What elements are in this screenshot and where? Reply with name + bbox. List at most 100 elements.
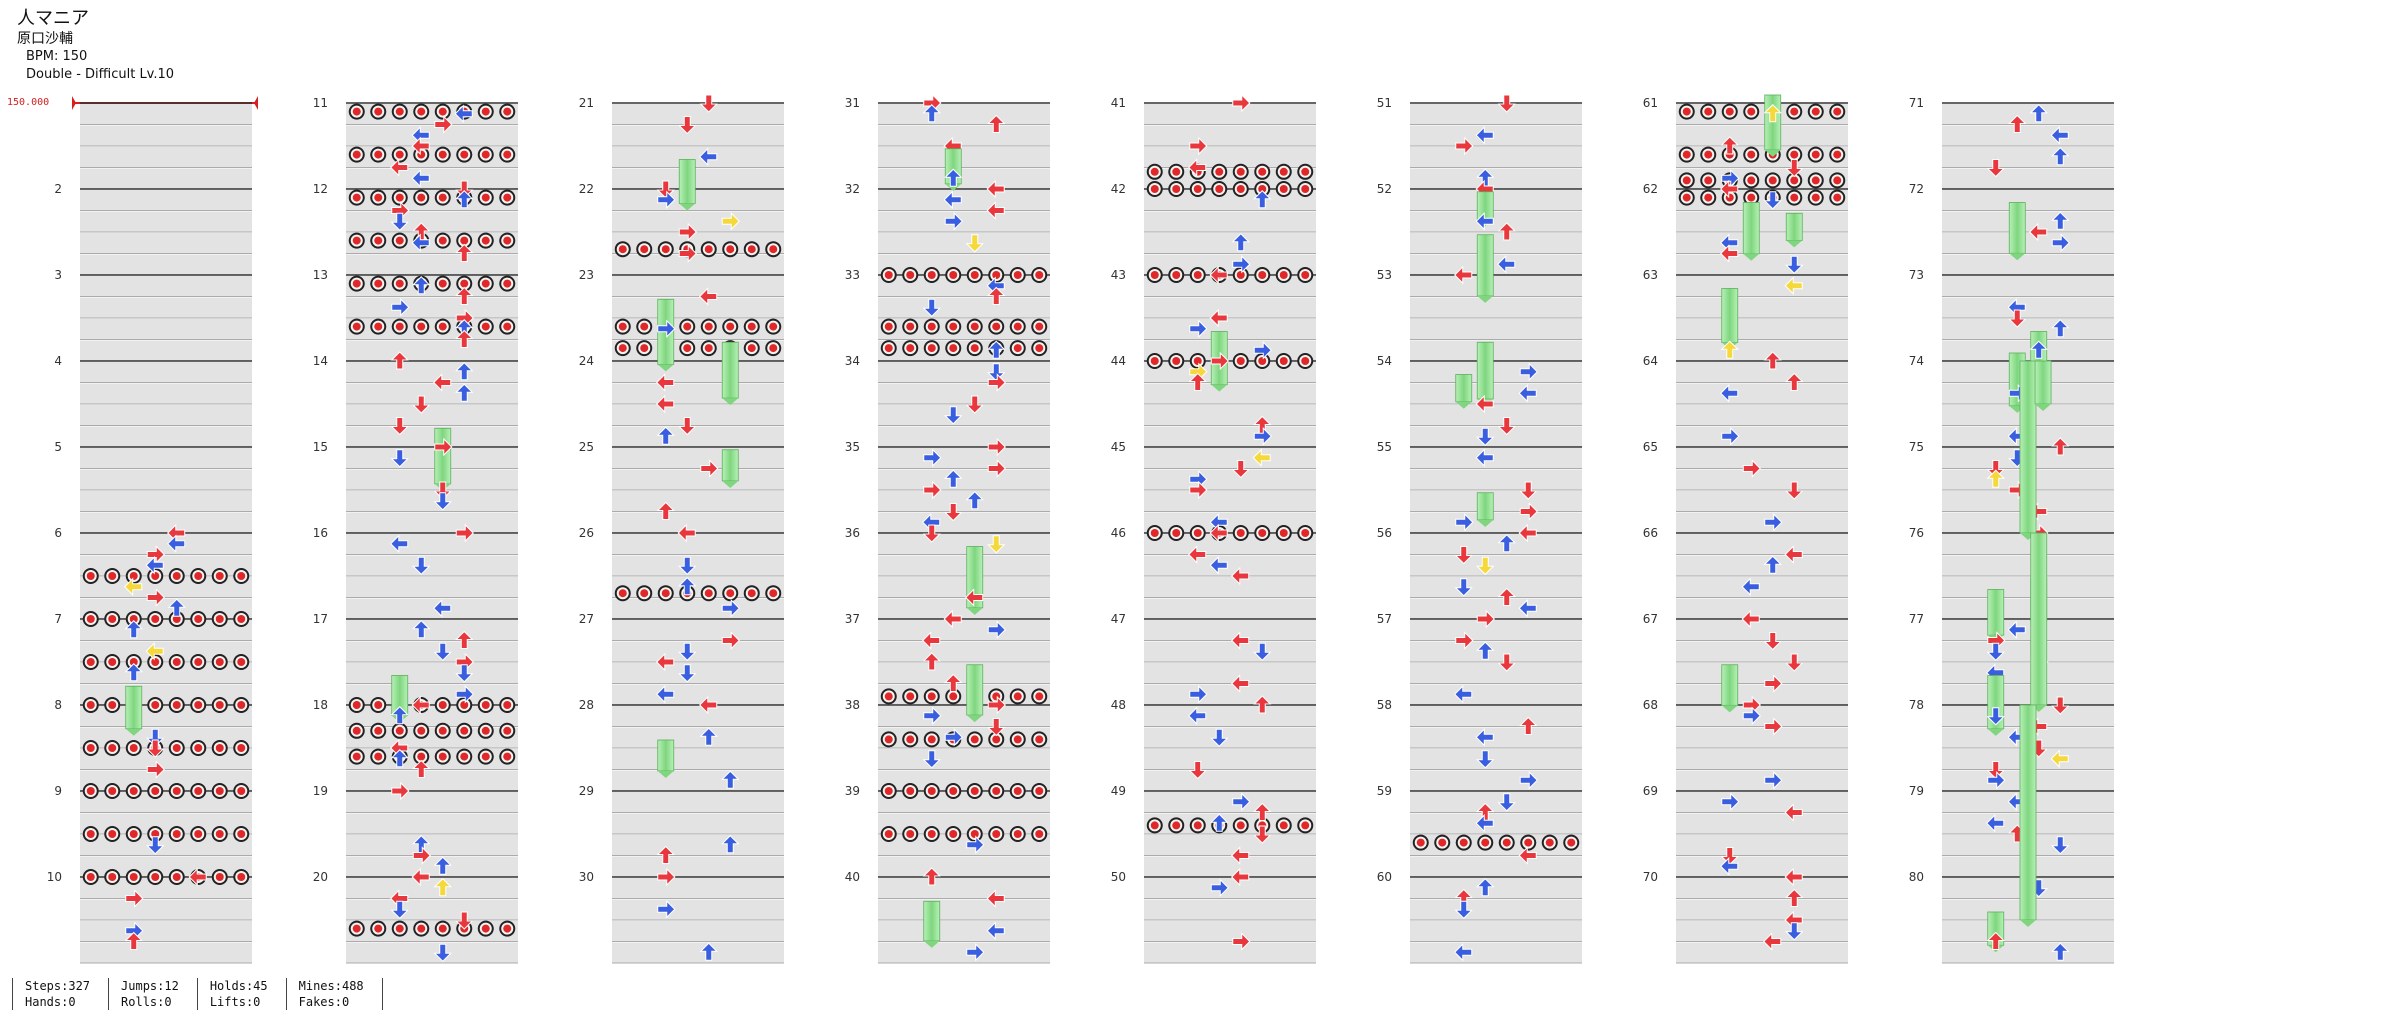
measure-number: 39 [845,784,860,798]
arrow-down-icon [678,116,697,135]
arrow-right-icon [923,448,942,467]
arrow-right-icon [678,244,697,263]
beat-stripe [612,727,784,749]
beat-stripe [1410,233,1582,254]
arrow-up-icon [678,577,697,596]
arrow-left-icon [1209,523,1228,543]
beat-stripe [346,405,518,426]
mine-icon [1807,172,1824,189]
beat-stripe [878,813,1050,835]
mine-icon [700,340,717,357]
beat-stripe [612,448,784,469]
mine-icon [370,722,387,739]
arrow-left-icon [411,867,430,887]
beat-stripe [612,856,784,878]
mine-icon [1700,172,1717,189]
mine-icon [82,568,99,584]
measure-number: 36 [845,526,860,540]
arrow-down-icon [1785,481,1804,500]
mine-icon [880,340,897,357]
arrow-right-icon [657,190,676,209]
mine-icon [1031,340,1048,357]
mine-icon [147,568,164,584]
mine-icon [1764,172,1781,189]
hold-note-icon [966,546,984,615]
measure-number: 72 [1909,182,1924,196]
beat-stripe [1410,942,1582,964]
beat-stripe [346,276,518,297]
measure-number: 43 [1111,268,1126,282]
arrow-left-icon [1231,631,1250,650]
beat-stripe [1942,620,2114,641]
arrow-down-icon [1986,761,2005,780]
mine-icon [1009,688,1026,705]
mine-icon [1807,189,1824,206]
arrow-down-icon [1785,255,1804,274]
arrow-left-icon [1209,556,1228,575]
steps-count: Steps:327 [25,979,91,993]
arrow-up-icon [1253,190,1272,209]
mine-icon [1678,189,1695,206]
measure-number: 66 [1643,526,1658,540]
mine-icon [657,241,674,258]
beat-stripe [878,448,1050,469]
arrow-up-icon [1720,340,1739,359]
arrow-right-icon [125,889,144,908]
mine-icon [988,267,1005,283]
arrow-right-icon [721,212,740,231]
mine-icon [1189,181,1206,197]
mine-icon [125,869,142,885]
mine-icon [923,340,940,357]
hold-note-icon [1476,341,1494,407]
beat-stripe [80,104,252,125]
hold-note-icon [2008,202,2026,261]
mine-icon [233,869,250,885]
mine-icon [348,318,365,335]
measure-number: 56 [1377,526,1392,540]
beat-stripe [612,706,784,727]
beat-stripe [1144,577,1316,598]
mine-icon [1009,783,1026,799]
arrow-left-icon [1231,566,1250,586]
measure-number: 18 [313,698,328,712]
beat-stripe [1144,663,1316,684]
mine-icon [233,697,250,713]
mine-icon [902,688,919,705]
mine-icon [945,340,962,357]
beat-stripe [612,534,784,555]
beat-stripe [80,641,252,663]
measure-number: 65 [1643,440,1658,454]
arrow-left-icon [1209,265,1228,285]
mine-icon [1297,267,1314,283]
beat-stripe [346,147,518,168]
mine-icon [211,611,228,627]
beat-stripe [1676,297,1848,319]
arrow-left-icon [677,523,696,543]
arrow-left-icon [411,136,430,156]
mine-icon [391,318,408,335]
beat-stripe [346,577,518,598]
mine-icon [743,340,760,357]
mine-icon [614,318,631,335]
mine-icon [456,232,473,249]
mine-icon [1232,817,1249,834]
mine-icon [1211,163,1228,180]
arrow-down-icon [1231,460,1250,479]
measure-number: 16 [313,526,328,540]
beat-stripe [80,555,252,577]
beat-stripe [612,125,784,147]
measure-number: 68 [1643,698,1658,712]
beat-stripe [1676,147,1848,168]
measure-number: 4 [54,354,62,368]
arrow-down-icon [1519,481,1538,500]
mine-icon [190,740,207,756]
arrow-left-icon [1188,158,1207,177]
beat-stripe [1942,598,2114,620]
beat-stripe [80,663,252,684]
mine-icon [1297,163,1314,180]
mine-icon [477,722,494,739]
measure-number: 23 [579,268,594,282]
arrow-down-icon [1785,159,1804,178]
beat-stripe [1144,448,1316,469]
mine-icon [945,688,962,705]
